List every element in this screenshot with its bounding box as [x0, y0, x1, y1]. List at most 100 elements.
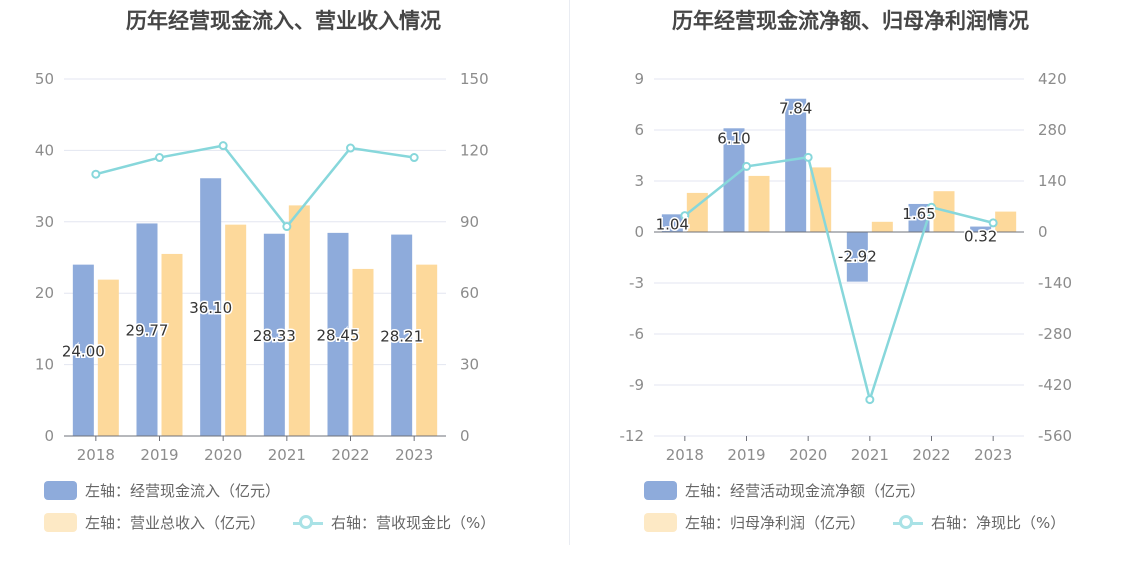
- right-ratio-point: [865, 395, 875, 405]
- right-ratio-point: [988, 218, 998, 228]
- right-xtick-label: 2018: [666, 446, 704, 464]
- right-bar-value-label: 1.65: [902, 205, 935, 223]
- right-bar-s1: [846, 232, 868, 282]
- legend-label: 左轴：经营活动现金流净额（亿元）: [685, 482, 926, 500]
- right-ratio-point: [742, 161, 751, 171]
- left-y2tick-label: 150: [460, 70, 489, 88]
- left-xtick-label: 2019: [140, 446, 178, 464]
- right-bar-value-label: 7.84: [779, 100, 812, 118]
- right-xtick-label: 2022: [912, 446, 950, 464]
- legend-line-marker-icon: [893, 513, 923, 532]
- right-ratio-point: [680, 211, 690, 221]
- left-legend-item-ratio[interactable]: 右轴：营收现金比（%）: [293, 512, 495, 533]
- legend-swatch-blue: [44, 481, 77, 500]
- right-ratio-line: [684, 155, 994, 405]
- right-bar-s1: [661, 214, 683, 232]
- left-y2tick-label: 120: [460, 141, 489, 159]
- left-ratio-line: [95, 144, 415, 229]
- right-y2tick-label: 0: [1038, 223, 1048, 241]
- right-y2tick-label: -420: [1038, 376, 1072, 394]
- left-ratio-point: [409, 153, 419, 163]
- left-bar-s1: [72, 264, 94, 436]
- left-bar-value-label: 28.21: [380, 327, 423, 345]
- left-chart-plot: 0 10 20 30 40 50 0 30 60 90 120 150 2018 2019 2020 2021…: [35, 70, 489, 464]
- legend-line-marker-icon: [293, 513, 323, 532]
- left-bar-s1: [200, 178, 222, 436]
- left-ratio-point: [346, 143, 355, 153]
- right-bar-s1: [723, 128, 745, 232]
- right-chart-plot: -12 -9 -6 -3 0 3 6 9 -560 -420 -280 -140 0 140 280 420 2…: [620, 70, 1073, 464]
- right-bar-s2: [995, 211, 1017, 232]
- left-bar-value-label: 36.10: [189, 299, 232, 317]
- right-bar-s1: [970, 226, 992, 232]
- left-bar-s2: [97, 279, 119, 436]
- right-bar-s2: [871, 221, 893, 232]
- right-y2tick-label: 280: [1038, 121, 1067, 139]
- left-xtick-label: 2020: [204, 446, 242, 464]
- left-ytick-label: 40: [35, 141, 54, 159]
- right-y2tick-label: 420: [1038, 70, 1067, 88]
- left-y2tick-label: 0: [460, 427, 470, 445]
- legend-label: 右轴：营收现金比（%）: [331, 514, 496, 532]
- left-ytick-label: 50: [35, 70, 54, 88]
- left-bar-s2: [352, 268, 374, 436]
- right-bar-s1: [785, 98, 807, 232]
- left-ytick-label: 0: [44, 427, 54, 445]
- right-xtick-label: 2019: [727, 446, 765, 464]
- right-chart-panel: 历年经营现金流净额、归母净利润情况 -12 -9 -6 -3 0 3 6 9 -560 -420-…: [567, 0, 1134, 582]
- right-ytick-label: 6: [634, 121, 644, 139]
- legend-swatch-orange: [644, 513, 677, 532]
- right-xtick-label: 2023: [974, 446, 1012, 464]
- right-xtick-label: 2020: [789, 446, 827, 464]
- left-ytick-label: 10: [35, 356, 54, 374]
- legend-label: 左轴：营业总收入（亿元）: [85, 514, 266, 532]
- right-legend-item-net-cash[interactable]: 左轴：经营活动现金流净额（亿元）: [644, 480, 925, 501]
- left-bar-s1: [391, 234, 413, 436]
- left-ratio-point: [282, 222, 292, 232]
- left-xtick-label: 2021: [268, 446, 306, 464]
- legend-swatch-blue: [644, 481, 677, 500]
- legend-label: 右轴：净现比（%）: [931, 514, 1066, 532]
- right-chart-title: 历年经营现金流净额、归母净利润情况: [672, 9, 1029, 33]
- right-ratio-point: [803, 152, 813, 162]
- left-ratio-point: [155, 153, 164, 163]
- left-xtick-label: 2023: [395, 446, 433, 464]
- left-bar-s1: [263, 233, 285, 436]
- panel-divider: [569, 0, 570, 545]
- left-bar-s2: [225, 224, 247, 436]
- right-ratio-point: [927, 202, 936, 212]
- right-ytick-label: 9: [634, 70, 644, 88]
- left-bar-s1: [136, 223, 158, 436]
- left-xtick-label: 2018: [77, 446, 115, 464]
- left-bar-s2: [288, 205, 310, 436]
- left-ratio-point: [218, 141, 228, 151]
- right-y2tick-label: -280: [1038, 325, 1072, 343]
- left-legend-item-revenue[interactable]: 左轴：营业总收入（亿元）: [44, 512, 265, 533]
- left-xtick-label: 2022: [331, 446, 369, 464]
- right-ytick-label: -6: [629, 325, 644, 343]
- right-ytick-label: 0: [634, 223, 644, 241]
- right-ytick-label: -3: [629, 274, 644, 292]
- right-bar-s2: [748, 175, 770, 232]
- left-bar-s2: [416, 264, 438, 436]
- left-ytick-label: 20: [35, 284, 54, 302]
- right-ytick-label: 3: [634, 172, 644, 190]
- right-legend-item-net-profit[interactable]: 左轴：归母净利润（亿元）: [644, 512, 865, 533]
- left-bar-value-label: 29.77: [126, 322, 169, 340]
- left-ratio-point: [91, 169, 101, 179]
- right-y2tick-label: -140: [1038, 274, 1072, 292]
- right-y2tick-label: -560: [1038, 427, 1072, 445]
- left-bar-s2: [161, 253, 183, 436]
- right-bar-value-label: -2.92: [838, 248, 877, 266]
- right-bar-value-label: 6.10: [717, 129, 750, 147]
- left-y2tick-label: 30: [460, 356, 479, 374]
- right-ytick-label: -9: [629, 376, 644, 394]
- right-bar-value-label: 1.04: [656, 215, 689, 233]
- legend-label: 左轴：归母净利润（亿元）: [685, 514, 866, 532]
- left-legend-item-cash-inflow[interactable]: 左轴：经营现金流入（亿元）: [44, 480, 280, 501]
- right-legend-item-ratio[interactable]: 右轴：净现比（%）: [893, 512, 1065, 533]
- left-y2tick-label: 90: [460, 213, 479, 231]
- right-bar-s1: [908, 203, 930, 232]
- right-y2tick-label: 140: [1038, 172, 1067, 190]
- right-ytick-label: -12: [620, 427, 645, 445]
